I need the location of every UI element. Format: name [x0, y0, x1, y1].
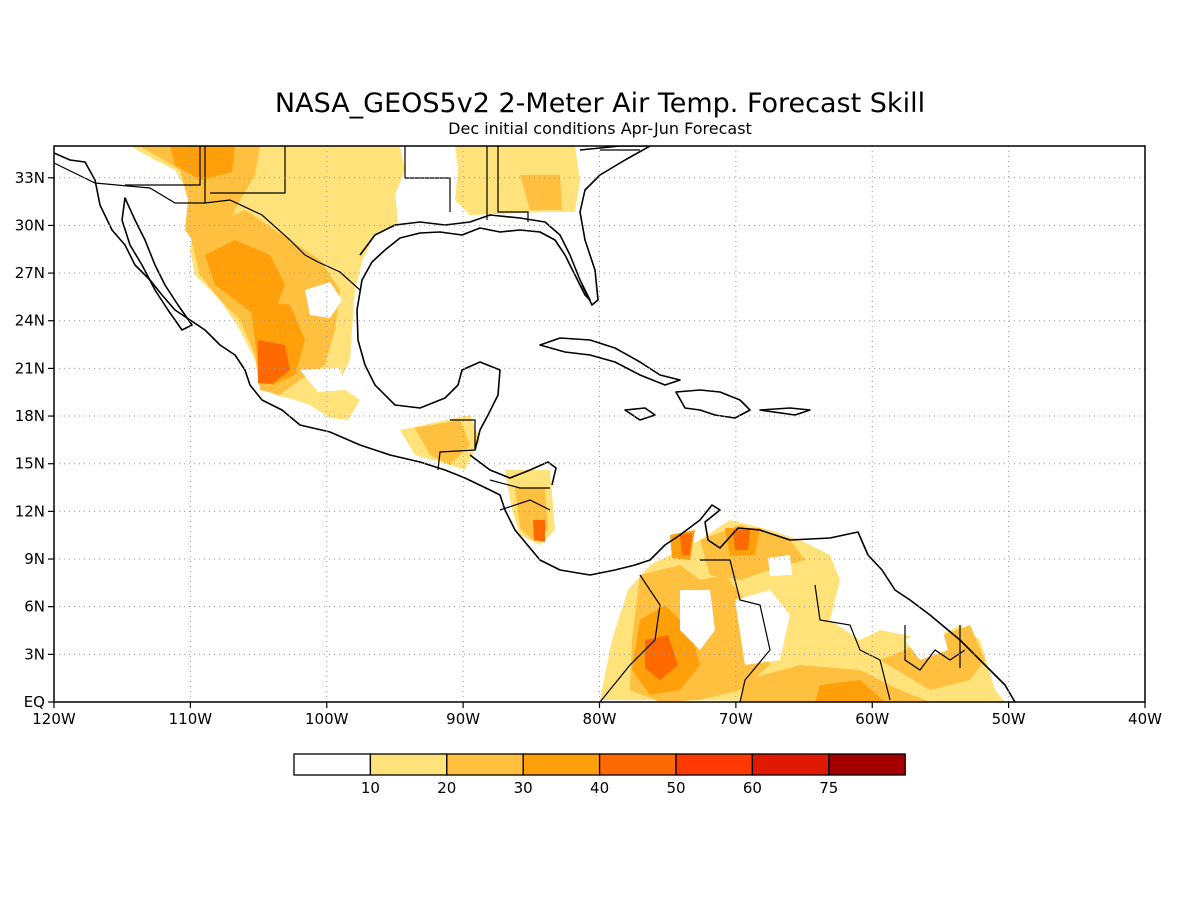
skill-shading-40-50	[258, 340, 750, 680]
y-tick-label: 27N	[15, 264, 45, 282]
y-tick-label: 3N	[24, 645, 45, 663]
map-frame	[53, 145, 1146, 703]
longitude-ticks: 120W 110W 100W 90W 80W 70W 60W 50W 40W	[32, 702, 1162, 728]
y-tick-label: 33N	[15, 169, 45, 187]
colorbar-label: 60	[743, 779, 762, 797]
x-tick-label: 120W	[32, 710, 76, 728]
map-subtitle: Dec initial conditions Apr-Jun Forecast	[448, 119, 752, 138]
colorbar-swatch	[293, 753, 372, 776]
colorbar-swatch	[751, 753, 830, 776]
x-tick-label: 40W	[1128, 710, 1162, 728]
colorbar: 10 20 30 40 50 60 75	[293, 753, 906, 797]
map-plot-area	[54, 146, 1016, 702]
y-tick-label: 18N	[15, 407, 45, 425]
coastlines	[54, 146, 1016, 702]
y-tick-label: 30N	[15, 216, 45, 234]
y-tick-label: 12N	[15, 502, 45, 520]
skill-shading-20-30	[140, 146, 985, 702]
y-tick-label: 15N	[15, 455, 45, 473]
x-tick-label: 70W	[719, 710, 753, 728]
colorbar-swatch	[369, 753, 448, 776]
colorbar-swatch	[828, 753, 906, 776]
graticule	[54, 146, 1145, 702]
y-tick-label: 24N	[15, 312, 45, 330]
colorbar-swatch	[675, 753, 754, 776]
x-tick-label: 90W	[446, 710, 480, 728]
x-tick-label: 110W	[169, 710, 213, 728]
x-tick-label: 50W	[992, 710, 1026, 728]
latitude-ticks: EQ 3N 6N 9N 12N 15N 18N 21N 24N 27N 30N 33N	[15, 169, 54, 711]
map-title: NASA_GEOS5v2 2-Meter Air Temp. Forecast …	[275, 88, 925, 119]
y-tick-label: EQ	[24, 693, 45, 711]
colorbar-label: 10	[361, 779, 380, 797]
colorbar-label: 30	[514, 779, 533, 797]
colorbar-label: 20	[437, 779, 456, 797]
skill-shading-below-10	[300, 282, 948, 665]
y-tick-label: 6N	[24, 598, 45, 616]
y-tick-label: 9N	[24, 550, 45, 568]
colorbar-label: 50	[666, 779, 685, 797]
x-tick-label: 80W	[583, 710, 617, 728]
country-borders	[54, 146, 966, 702]
colorbar-swatch	[598, 753, 677, 776]
colorbar-swatch	[446, 753, 524, 776]
x-tick-label: 100W	[305, 710, 349, 728]
colorbar-swatch	[522, 753, 601, 776]
colorbar-label: 75	[819, 779, 838, 797]
x-tick-label: 60W	[855, 710, 889, 728]
y-tick-label: 21N	[15, 359, 45, 377]
colorbar-label: 40	[590, 779, 609, 797]
